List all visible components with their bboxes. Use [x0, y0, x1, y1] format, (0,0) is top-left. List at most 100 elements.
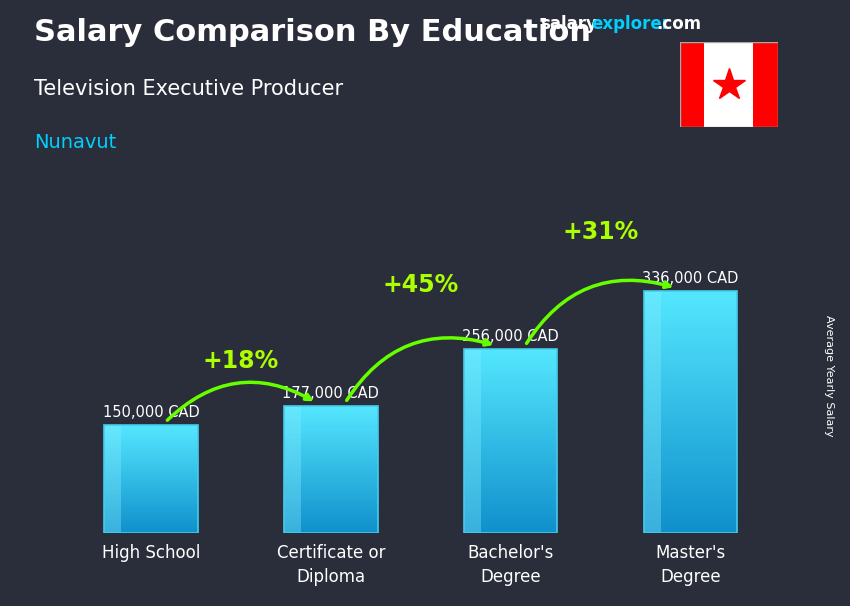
Bar	[464, 522, 558, 524]
Bar	[105, 501, 198, 502]
Bar	[105, 506, 198, 508]
Bar	[105, 442, 198, 444]
Bar	[105, 430, 198, 432]
Bar	[643, 473, 737, 476]
Bar	[643, 515, 737, 518]
Bar	[105, 516, 198, 517]
Bar	[284, 435, 377, 436]
Bar	[105, 485, 198, 486]
Bar	[464, 370, 558, 371]
Bar	[105, 524, 198, 525]
Bar	[284, 438, 377, 439]
Bar	[105, 451, 198, 452]
Bar	[643, 436, 737, 439]
Bar	[643, 521, 737, 524]
Bar	[284, 531, 377, 533]
Bar	[464, 404, 558, 406]
Bar	[284, 409, 377, 410]
Bar	[284, 527, 377, 528]
Bar	[105, 425, 198, 533]
Bar	[464, 356, 558, 358]
Bar	[643, 291, 737, 294]
Bar	[284, 514, 377, 516]
Bar	[284, 405, 377, 407]
Bar	[464, 351, 558, 353]
Bar	[643, 488, 737, 491]
Bar	[105, 476, 198, 478]
Bar	[643, 509, 737, 512]
Bar	[105, 475, 198, 476]
Bar	[464, 416, 558, 418]
Text: Nunavut: Nunavut	[34, 133, 116, 152]
Bar	[284, 413, 377, 415]
Bar	[284, 470, 377, 471]
Bar	[284, 485, 377, 487]
Bar	[464, 471, 558, 473]
Bar	[643, 451, 737, 454]
Bar	[643, 448, 737, 451]
Bar	[284, 511, 377, 513]
Bar	[105, 455, 198, 456]
Bar	[284, 513, 377, 514]
Bar	[464, 524, 558, 527]
Bar	[284, 431, 377, 433]
Bar	[464, 388, 558, 390]
Bar	[643, 485, 737, 488]
Bar	[284, 505, 377, 506]
Bar	[284, 444, 377, 445]
Bar	[464, 431, 558, 434]
Bar	[464, 430, 558, 431]
Bar	[284, 488, 377, 490]
Bar	[105, 429, 198, 430]
Bar	[643, 442, 737, 445]
Bar	[464, 453, 558, 454]
Bar	[105, 435, 198, 436]
Bar	[105, 497, 198, 498]
Bar	[105, 456, 198, 458]
Bar	[643, 430, 737, 433]
Bar	[284, 412, 377, 413]
Bar	[643, 421, 737, 424]
Bar	[284, 495, 377, 496]
Bar	[284, 420, 377, 422]
Bar	[284, 521, 377, 522]
Bar	[284, 448, 377, 450]
Bar	[464, 450, 558, 453]
Bar	[284, 509, 377, 511]
Bar	[105, 483, 198, 485]
Bar	[284, 500, 377, 501]
Bar	[464, 390, 558, 393]
Bar	[464, 411, 558, 413]
Text: +45%: +45%	[382, 273, 459, 297]
Bar	[464, 508, 558, 510]
Bar	[464, 467, 558, 468]
Bar	[643, 518, 737, 521]
Bar	[105, 481, 198, 482]
Bar	[643, 454, 737, 458]
Bar	[284, 473, 377, 474]
Bar	[105, 510, 198, 511]
Bar	[464, 441, 558, 443]
Bar	[284, 508, 377, 509]
Bar	[105, 517, 198, 518]
Bar	[464, 510, 558, 513]
Bar	[643, 512, 737, 515]
Text: Average Yearly Salary: Average Yearly Salary	[824, 315, 834, 436]
Bar	[284, 487, 377, 488]
Bar	[643, 506, 737, 509]
Bar	[643, 464, 737, 467]
Bar	[284, 410, 377, 412]
Bar	[105, 440, 198, 441]
Bar	[643, 397, 737, 400]
Bar	[643, 382, 737, 385]
Bar	[464, 406, 558, 408]
Bar	[643, 458, 737, 461]
Bar	[643, 388, 737, 391]
Bar	[284, 452, 377, 453]
Bar	[105, 428, 198, 429]
Bar	[105, 490, 198, 491]
Bar	[643, 339, 737, 342]
Bar	[284, 405, 377, 533]
Bar	[643, 294, 737, 297]
Bar	[705, 42, 753, 127]
